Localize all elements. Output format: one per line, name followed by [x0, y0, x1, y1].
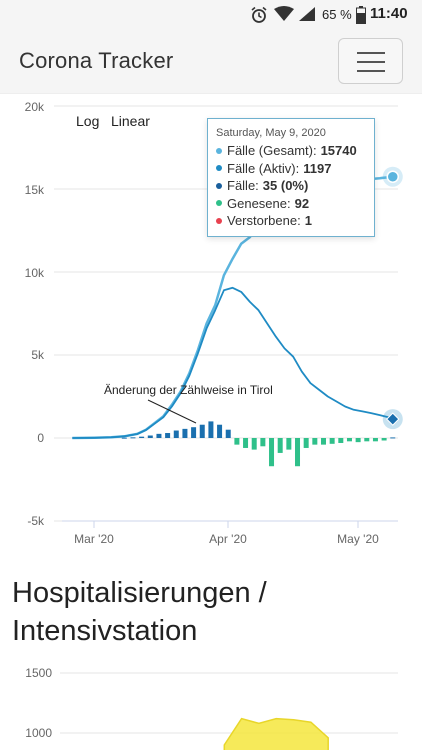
y-tick-label: 10k — [25, 266, 45, 280]
y-axis-labels: 20k 15k 10k 5k 0 -5k — [25, 100, 45, 528]
app-header: Corona Tracker — [0, 30, 422, 94]
clock: 11:40 — [370, 5, 408, 22]
daily-bar — [381, 438, 387, 441]
signal-icon — [299, 7, 315, 21]
battery-icon — [356, 6, 366, 24]
daily-bar — [277, 438, 283, 453]
series-dot-icon — [216, 165, 222, 172]
x-axis-labels: Mar '20 Apr '20 May '20 — [74, 532, 379, 546]
chart-grid — [60, 672, 398, 734]
daily-bar — [147, 435, 153, 438]
daily-bar — [217, 424, 223, 438]
daily-bar — [225, 429, 231, 438]
daily-bar — [243, 438, 249, 448]
daily-bar — [130, 437, 136, 439]
x-tick-label: May '20 — [337, 532, 379, 546]
daily-bar — [390, 437, 396, 439]
status-bar: 65 % 11:40 — [0, 0, 422, 30]
tooltip-value: 35 (0%) — [262, 178, 309, 194]
daily-bar — [364, 438, 370, 442]
annotation-text: Änderung der Zählweise in Tirol — [104, 383, 273, 397]
linear-scale-button[interactable]: Linear — [111, 113, 150, 129]
daily-cases-bars — [121, 421, 396, 467]
hospital-area — [223, 717, 329, 750]
hospital-area-fill — [223, 717, 329, 750]
tooltip-row: Genesene: 92 — [216, 195, 374, 213]
y-tick-label: 5k — [31, 348, 45, 362]
log-scale-button[interactable]: Log — [76, 113, 99, 129]
daily-bar — [346, 438, 352, 442]
tooltip-row: Verstorbene: 1 — [216, 212, 374, 230]
tooltip-value: 1197 — [303, 160, 332, 176]
tooltip-date: Saturday, May 9, 2020 — [216, 127, 326, 139]
daily-bar — [182, 428, 188, 438]
tooltip-value: 1 — [304, 213, 312, 229]
tooltip-row: Fälle (Gesamt): 15740 — [216, 142, 374, 160]
y-tick-label: 15k — [25, 183, 45, 197]
wifi-icon — [274, 6, 294, 21]
series-dot-icon — [216, 182, 222, 189]
series-line — [72, 286, 393, 439]
daily-bar — [260, 438, 266, 447]
y-tick-label: -5k — [27, 514, 45, 528]
menu-toggle-button[interactable] — [338, 38, 403, 84]
daily-bar — [208, 421, 214, 438]
alarm-icon — [251, 6, 267, 23]
tooltip-row: Fälle (Aktiv): 1197 — [216, 160, 374, 178]
daily-bar — [165, 433, 171, 438]
daily-bar — [320, 438, 326, 445]
tooltip-label: Genesene: — [227, 195, 291, 211]
daily-bar — [156, 433, 162, 438]
x-tick-label: Mar '20 — [74, 532, 114, 546]
daily-bar — [286, 438, 292, 450]
tooltip-value: 92 — [294, 195, 310, 211]
annotation-leader — [147, 399, 197, 424]
hover-point — [386, 412, 400, 426]
tooltip-label: Fälle (Gesamt): — [227, 143, 317, 159]
daily-bar — [139, 436, 145, 438]
daily-bar — [329, 438, 335, 444]
section-title: Hospitalisierungen / Intensivstation — [12, 577, 267, 647]
hover-point — [386, 170, 400, 183]
battery-percent: 65 % — [322, 7, 352, 22]
hover-markers — [382, 166, 403, 430]
series-dot-icon — [216, 217, 222, 224]
series-dot-icon — [216, 147, 222, 154]
tooltip-label: Fälle: — [227, 178, 259, 194]
tooltip-value: 15740 — [320, 143, 357, 159]
y-tick-label: 20k — [25, 100, 45, 114]
daily-bar — [312, 438, 318, 445]
daily-bar — [355, 438, 361, 443]
daily-bar — [251, 438, 257, 450]
tooltip-label: Fälle (Aktiv): — [227, 160, 300, 176]
tooltip-row: Fälle: 35 (0%) — [216, 177, 374, 195]
brand-title[interactable]: Corona Tracker — [19, 48, 174, 73]
daily-bar — [199, 424, 205, 438]
daily-bar — [173, 430, 179, 438]
x-tick-label: Apr '20 — [209, 532, 247, 546]
daily-bar — [269, 438, 275, 467]
y-tick-label: 1000 — [25, 726, 52, 740]
daily-bar — [121, 437, 127, 439]
annotation: Änderung der Zählweise in Tirol — [104, 383, 273, 424]
chart-tooltip: Saturday, May 9, 2020 Fälle (Gesamt): 15… — [207, 118, 375, 237]
tooltip-label: Verstorbene: — [227, 213, 301, 229]
daily-bar — [191, 427, 197, 438]
daily-bar — [338, 438, 344, 443]
daily-bar — [372, 438, 378, 442]
hospital-chart: 1500 1000 — [25, 666, 398, 750]
y-tick-label: 1500 — [25, 666, 52, 680]
y-tick-label: 0 — [37, 431, 44, 445]
daily-bar — [234, 438, 240, 445]
daily-bar — [295, 438, 301, 467]
series-dot-icon — [216, 200, 222, 207]
daily-bar — [303, 438, 309, 448]
